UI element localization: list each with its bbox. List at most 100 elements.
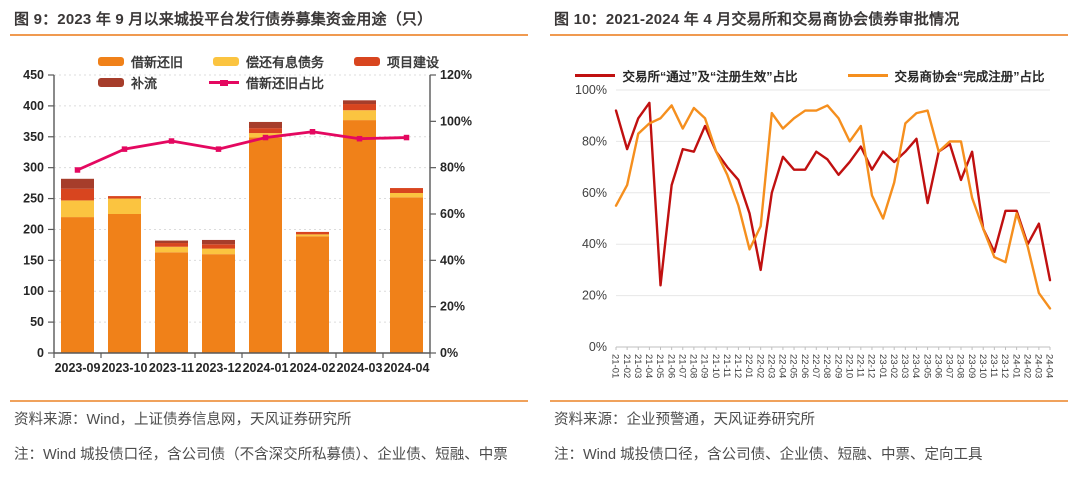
x-axis-label: 22-09 xyxy=(832,354,843,378)
x-axis-label: 21-04 xyxy=(643,354,654,378)
x-axis-label: 24-04 xyxy=(1044,354,1055,378)
line-marker-icon xyxy=(220,79,229,86)
figure9-source: 资料来源：Wind，上证债券信息网，天风证券研究所 xyxy=(14,412,352,428)
figure-10: 图 10：2021-2024 年 4 月交易所和交易商协会债券审批情况 0% 20… xyxy=(550,0,1070,504)
y-axis-label: 300 xyxy=(23,161,44,175)
bar-segment xyxy=(249,121,282,129)
bar-segment xyxy=(296,231,329,235)
bar-segment xyxy=(390,188,423,193)
y-axis-label: 400 xyxy=(23,99,44,113)
y-axis-label: 350 xyxy=(23,130,44,144)
legend-row: 借新还旧 偿还有息债务 项目建设 xyxy=(10,51,530,72)
legend-item: 交易所“通过”及“注册生效”占比 xyxy=(575,66,798,85)
y-axis-label: 60% xyxy=(582,186,607,200)
x-axis-label: 21-06 xyxy=(665,354,676,378)
x-axis-label: 23-07 xyxy=(944,354,955,378)
bar-segment xyxy=(202,244,235,249)
x-axis-label: 2024-04 xyxy=(384,361,430,375)
figure-9: 图 9：2023 年 9 月以来城投平台发行债券募集资金用途（只） 0 50 100… xyxy=(10,0,530,504)
ratio-line xyxy=(76,130,408,172)
legend-label: 偿还有息债务 xyxy=(246,55,325,70)
x-axis-label: 22-01 xyxy=(743,354,754,378)
y2-axis-label: 100% xyxy=(440,114,472,128)
figure9-title: 图 9：2023 年 9 月以来城投平台发行债券募集资金用途（只） xyxy=(14,11,433,28)
x-axis-label: 23-08 xyxy=(955,354,966,378)
legend-item: 项目建设 xyxy=(354,52,439,71)
figure10-note: 注：Wind 城投债口径，含公司债、企业债、短融、中票、定向工具 xyxy=(554,447,983,463)
legend-swatch xyxy=(98,78,124,87)
bar-segment xyxy=(61,188,94,201)
legend-swatch xyxy=(209,79,240,86)
y-axis-label: 250 xyxy=(23,192,44,206)
stacked-bar-chart: 0 50 100 150 200 250 300 350 400 450 0% 20% 40% 60% 80… xyxy=(23,68,472,375)
ratio-line-marker xyxy=(168,138,175,144)
bar-segment xyxy=(61,200,94,218)
x-axis-label: 23-05 xyxy=(921,354,932,378)
x-axis-label: 22-11 xyxy=(854,354,865,378)
legend-swatch xyxy=(847,74,888,77)
series-line xyxy=(614,104,1052,310)
y2-axis-label: 0% xyxy=(440,346,458,360)
y-axis-label: 40% xyxy=(582,237,607,251)
figure10-legend: 交易所“通过”及“注册生效”占比 交易商协会“完成注册”占比 xyxy=(550,66,1070,85)
x-axis-label: 22-04 xyxy=(777,354,788,378)
x-axis-label: 24-02 xyxy=(1021,354,1032,378)
x-axis-label: 23-10 xyxy=(977,354,988,378)
x-axis-label: 2023-10 xyxy=(102,361,148,375)
x-axis-label: 22-08 xyxy=(821,354,832,378)
y-axis-label: 0% xyxy=(589,340,607,354)
x-axis-label: 22-12 xyxy=(866,354,877,378)
y2-axis-label: 40% xyxy=(440,253,465,267)
y-axis-label: 200 xyxy=(23,222,44,236)
y-axis-label: 0 xyxy=(37,346,44,360)
x-axis-label: 24-03 xyxy=(1033,354,1044,378)
line-chart: 0%20%40%60%80%100%21-01 21-02 21-03 21-04 21… xyxy=(575,83,1055,378)
x-axis-label: 2023-09 xyxy=(55,361,101,375)
bar-segment xyxy=(202,248,235,255)
x-axis-label: 21-12 xyxy=(732,354,743,378)
bar-segment xyxy=(155,243,188,247)
y-axis-label: 450 xyxy=(23,68,44,82)
x-axis-label: 24-01 xyxy=(1010,354,1021,378)
bar-segment xyxy=(155,252,188,353)
x-axis-label: 23-06 xyxy=(932,354,943,378)
x-axis-label: 22-07 xyxy=(810,354,821,378)
y2-axis-label: 120% xyxy=(440,68,472,82)
y2-axis-label: 60% xyxy=(440,207,465,221)
x-axis-label: 22-10 xyxy=(843,354,854,378)
legend-label: 借新还旧占比 xyxy=(246,76,325,91)
y-axis-label: 80% xyxy=(582,134,607,148)
figure10-source: 资料来源：企业预警通，天风证券研究所 xyxy=(554,412,815,428)
legend-label: 交易商协会“完成注册”占比 xyxy=(894,70,1045,84)
x-axis-label: 23-04 xyxy=(910,354,921,378)
bar-segment xyxy=(155,240,188,244)
bar-segment xyxy=(249,128,282,134)
x-axis-label: 23-01 xyxy=(877,354,888,378)
legend-item: 借新还旧占比 xyxy=(209,73,324,92)
bar-segment xyxy=(202,254,235,353)
ratio-line-marker xyxy=(74,167,81,173)
x-axis-label: 21-05 xyxy=(654,354,665,378)
x-axis-label: 23-11 xyxy=(988,354,999,378)
bar-segment xyxy=(343,100,376,105)
figure10-title-underline xyxy=(550,34,1068,36)
legend-item: 补流 xyxy=(98,73,157,92)
bar-segment xyxy=(108,196,141,199)
bar-segment xyxy=(343,104,376,111)
legend-swatch xyxy=(98,57,124,66)
x-axis-label: 2023-12 xyxy=(196,361,242,375)
y-axis-label: 100% xyxy=(575,83,607,97)
legend-swatch xyxy=(213,57,240,66)
figure10-footer-rule xyxy=(550,400,1068,402)
legend-swatch xyxy=(575,74,616,77)
ratio-line-marker xyxy=(262,134,269,141)
ratio-line-marker xyxy=(215,146,222,152)
bar-segment xyxy=(296,234,329,237)
legend-label: 项目建设 xyxy=(387,55,440,70)
x-axis-label: 23-12 xyxy=(999,354,1010,378)
x-axis-label: 21-09 xyxy=(699,354,710,378)
ratio-line-marker xyxy=(121,146,128,152)
x-axis-label: 23-09 xyxy=(966,354,977,378)
bar-segment xyxy=(61,217,94,353)
figure10-title: 图 10：2021-2024 年 4 月交易所和交易商协会债券审批情况 xyxy=(554,11,960,28)
